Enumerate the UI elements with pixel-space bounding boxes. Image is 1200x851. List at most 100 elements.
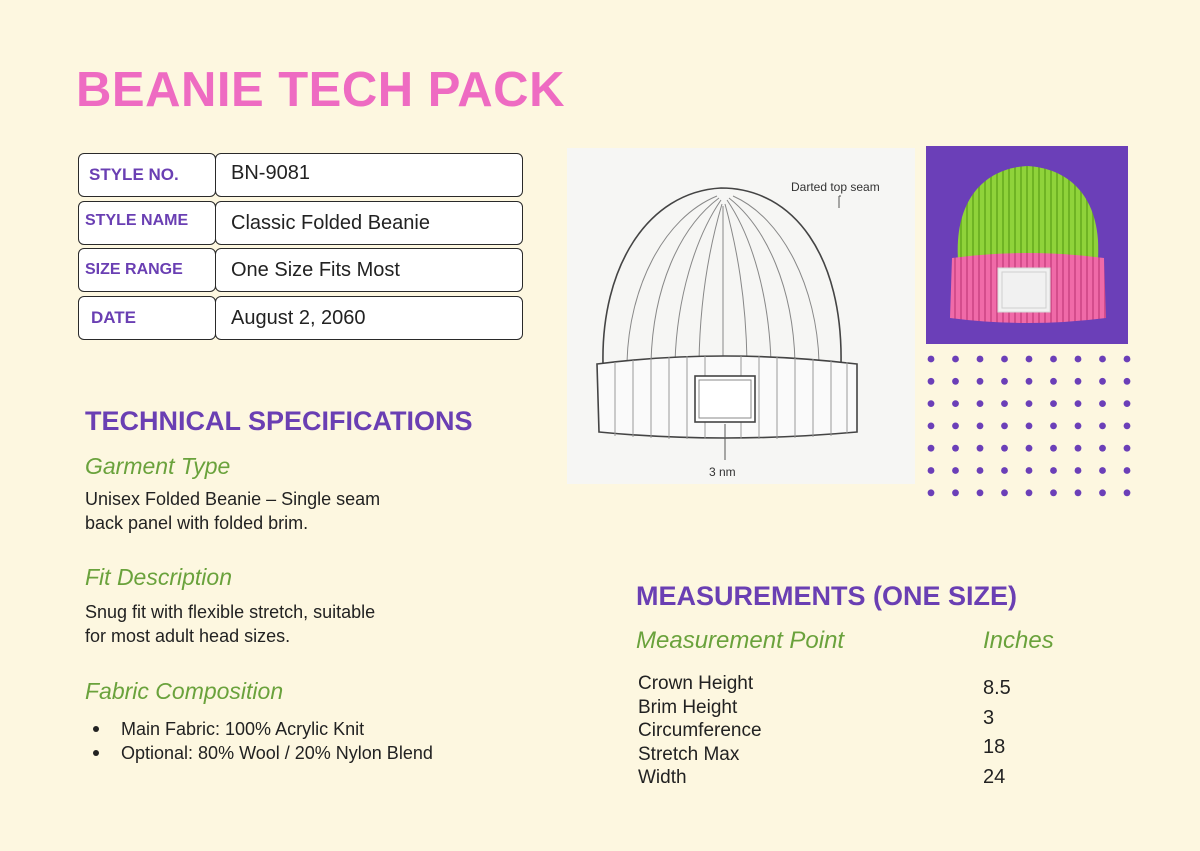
decorative-dot — [1123, 489, 1131, 497]
decorative-dot — [1099, 400, 1106, 407]
fabric-list-item: Optional: 80% Wool / 20% Nylon Blend — [85, 741, 433, 765]
fit-description-text: Snug fit with flexible stretch, suitable… — [85, 600, 375, 648]
decorative-dot — [1025, 444, 1033, 452]
decorative-dot — [1001, 489, 1008, 497]
info-row-style-no: STYLE NO. BN-9081 — [78, 153, 523, 199]
decorative-dot-grid — [927, 355, 1131, 497]
decorative-dot — [1099, 489, 1106, 497]
fit-description-line: Snug fit with flexible stretch, suitable — [85, 602, 376, 622]
decorative-dot — [1001, 355, 1008, 363]
garment-type-text: Unisex Folded Beanie – Single seam back … — [85, 487, 380, 535]
decorative-dot — [1001, 467, 1008, 474]
measurement-point: Circumference — [638, 720, 762, 741]
decorative-dot — [1074, 489, 1082, 497]
info-row-size-range: SIZE RANGE One Size Fits Most — [78, 248, 523, 294]
measurement-point: Crown Height — [638, 673, 754, 694]
measurement-value: 8.5 — [983, 677, 1011, 699]
date-label: DATE — [78, 296, 216, 340]
fabric-item-text: Main Fabric: 100% Acrylic Knit — [121, 719, 365, 739]
fabric-list-item: Main Fabric: 100% Acrylic Knit — [85, 717, 433, 741]
decorative-dot — [1050, 377, 1057, 385]
decorative-dot — [1050, 422, 1057, 430]
measurement-value: 3 — [983, 706, 995, 729]
decorative-dot — [1001, 377, 1008, 385]
decorative-dot — [927, 467, 935, 474]
style-no-value: BN-9081 — [215, 153, 523, 197]
decorative-dot — [1050, 489, 1057, 497]
fabric-composition-heading: Fabric Composition — [85, 678, 284, 704]
decorative-dot — [976, 422, 984, 430]
decorative-dot — [1025, 467, 1033, 474]
decorative-dot — [976, 467, 984, 474]
decorative-dot — [1050, 355, 1057, 363]
decorative-dot — [1074, 467, 1082, 474]
decorative-dot — [1123, 422, 1131, 430]
bullet-icon — [93, 726, 99, 732]
decorative-dot — [976, 377, 984, 385]
measurement-point: Stretch Max — [638, 743, 740, 765]
decorative-dot — [1123, 355, 1131, 363]
page-title: BEANIE TECH PACK — [76, 63, 565, 117]
decorative-dot — [1074, 355, 1082, 363]
beanie-photo-illustration — [950, 166, 1106, 323]
decorative-dot — [927, 400, 935, 407]
garment-type-heading: Garment Type — [85, 453, 231, 479]
measurement-values-list: 8.5 3 18 24 — [983, 674, 1011, 792]
info-row-style-name: STYLE NAME Classic Folded Beanie — [78, 201, 523, 247]
size-range-value: One Size Fits Most — [215, 248, 523, 292]
decorative-dot — [1025, 400, 1033, 407]
decorative-dot — [952, 377, 959, 385]
measurement-value: 18 — [983, 736, 1006, 758]
style-name-label: STYLE NAME — [78, 201, 216, 245]
decorative-dot — [976, 489, 984, 497]
decorative-dot — [927, 489, 935, 497]
decorative-dot — [1123, 377, 1131, 385]
decorative-dot — [1123, 444, 1131, 452]
decorative-dot — [927, 422, 935, 430]
beanie-photo — [926, 146, 1128, 344]
sketch-bottom-label: 3 nm — [709, 465, 736, 479]
measurement-point-column-header: Measurement Point — [636, 627, 845, 654]
decorative-dot — [976, 400, 984, 407]
date-value: August 2, 2060 — [215, 296, 523, 340]
decorative-dot — [1025, 422, 1033, 430]
decorative-dot — [1050, 444, 1057, 452]
decorative-dot — [952, 444, 959, 452]
decorative-dot — [1099, 467, 1106, 474]
fabric-item-text: Optional: 80% Wool / 20% Nylon Blend — [121, 743, 433, 763]
bullet-icon — [93, 750, 99, 756]
sketch-top-label: Darted top seam — [791, 180, 880, 194]
inches-column-header: Inches — [983, 627, 1054, 654]
decorative-dot — [976, 444, 984, 452]
decorative-dot — [1099, 377, 1106, 385]
size-range-label: SIZE RANGE — [78, 248, 216, 292]
decorative-dot — [976, 355, 984, 363]
fit-description-line: for most adult head sizes. — [85, 626, 291, 646]
decorative-dot — [927, 377, 935, 385]
decorative-dot — [1001, 400, 1008, 407]
decorative-dot — [1025, 377, 1033, 385]
beanie-technical-sketch — [596, 187, 858, 460]
beanie-sketch-panel: Darted top seam 3 nm — [567, 148, 915, 484]
decorative-dot — [1074, 400, 1082, 407]
decorative-dot — [1074, 444, 1082, 452]
measurement-point: Width — [638, 767, 687, 788]
style-name-value: Classic Folded Beanie — [215, 201, 523, 245]
decorative-dot — [952, 422, 959, 430]
garment-type-line: back panel with folded brim. — [85, 513, 309, 533]
style-no-label: STYLE NO. — [78, 153, 216, 197]
decorative-dot — [1001, 422, 1008, 430]
decorative-dot — [1099, 444, 1106, 452]
decorative-dot — [952, 467, 959, 474]
garment-type-line: Unisex Folded Beanie – Single seam — [85, 489, 381, 509]
measurements-heading: MEASUREMENTS (ONE SIZE) — [636, 581, 1018, 611]
measurement-points-list: Crown Height Brim Height Circumference S… — [638, 672, 762, 790]
decorative-dot — [1025, 489, 1033, 497]
decorative-dot — [927, 355, 935, 363]
decorative-dot — [1074, 377, 1082, 385]
info-row-date: DATE August 2, 2060 — [78, 296, 523, 342]
decorative-dot — [1123, 400, 1131, 407]
decorative-dot — [927, 444, 935, 452]
decorative-dot — [1123, 467, 1131, 474]
decorative-dot — [1050, 400, 1057, 407]
